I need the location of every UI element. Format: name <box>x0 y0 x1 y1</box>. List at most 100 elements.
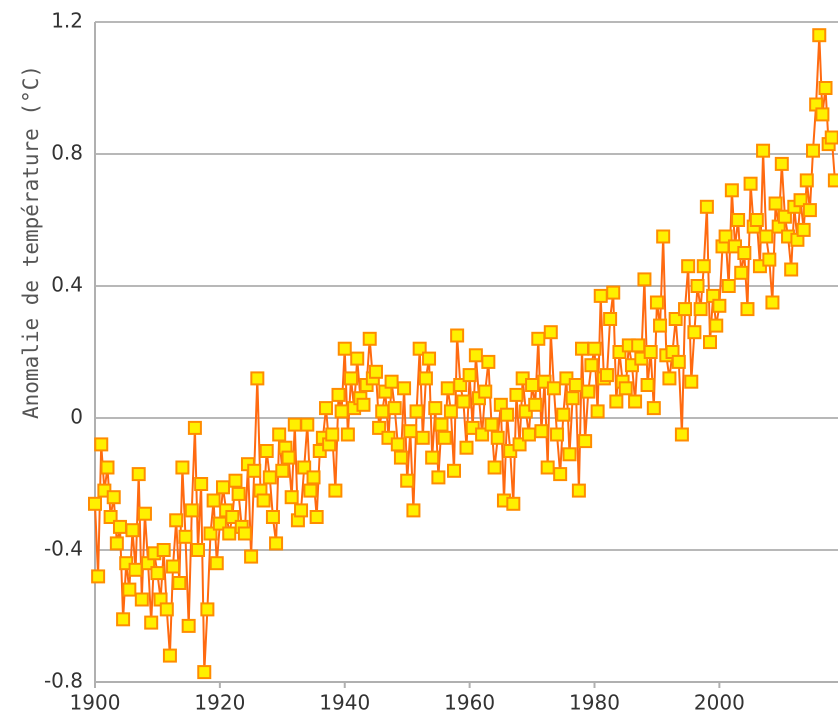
data-point <box>259 444 274 458</box>
data-point <box>88 496 102 511</box>
data-point <box>397 381 412 396</box>
data-point <box>731 213 746 227</box>
data-point <box>272 427 287 442</box>
data-point <box>590 404 605 419</box>
data-point <box>812 28 827 43</box>
data-point <box>269 536 284 551</box>
data-point <box>784 262 799 277</box>
data-point <box>565 391 580 406</box>
data-point <box>743 176 758 191</box>
data-point <box>546 381 561 396</box>
data-point <box>525 378 540 392</box>
data-point <box>540 460 555 475</box>
data-point <box>603 312 618 326</box>
y-label-background <box>18 30 46 455</box>
data-point <box>450 328 465 343</box>
data-point <box>440 381 455 396</box>
data-point <box>599 368 614 383</box>
data-point <box>509 387 524 402</box>
data-point <box>116 612 131 627</box>
data-point <box>309 510 324 524</box>
data-point <box>653 318 668 333</box>
data-point <box>334 404 349 419</box>
data-point <box>709 318 724 333</box>
data-point <box>459 440 474 455</box>
data-point <box>737 246 752 260</box>
data-point <box>806 143 821 158</box>
data-point <box>125 523 140 538</box>
y-axis-label: Anomalie de température (°C) <box>19 65 43 419</box>
data-point <box>815 107 830 122</box>
data-point <box>294 503 309 518</box>
data-point <box>490 430 505 445</box>
data-point <box>137 506 152 521</box>
data-point <box>431 470 446 485</box>
data-point <box>325 427 340 442</box>
data-point <box>687 325 702 340</box>
data-point <box>231 486 246 501</box>
data-point <box>681 259 696 274</box>
data-point <box>215 480 230 495</box>
data-point <box>247 463 262 478</box>
data-point <box>721 279 736 293</box>
data-point <box>181 618 196 633</box>
data-point <box>506 496 521 511</box>
data-point <box>284 490 299 505</box>
data-point <box>91 569 106 584</box>
data-point <box>337 341 352 356</box>
data-point <box>468 348 483 363</box>
data-point <box>434 417 449 432</box>
data-point <box>478 384 493 399</box>
data-point <box>400 473 415 488</box>
x-tick-label: 1960 <box>444 691 495 715</box>
data-point <box>100 460 115 475</box>
data-point <box>521 427 536 442</box>
data-point <box>169 513 184 528</box>
y-tick-label: -0.4 <box>44 537 83 561</box>
x-tick-label: 1940 <box>319 691 370 715</box>
data-point <box>375 404 390 419</box>
data-point <box>756 143 771 158</box>
data-point <box>543 325 558 340</box>
data-point <box>340 427 355 442</box>
data-point <box>703 335 718 350</box>
data-point <box>187 420 202 435</box>
data-point <box>481 354 496 369</box>
data-point <box>690 279 705 293</box>
data-point <box>646 401 661 416</box>
data-point <box>584 358 599 373</box>
data-point <box>762 252 777 267</box>
data-point <box>106 490 121 505</box>
data-point <box>415 430 430 445</box>
data-point <box>287 417 302 432</box>
y-tick-label: 0 <box>70 405 83 429</box>
data-point <box>131 467 146 482</box>
data-point <box>265 510 280 524</box>
data-point <box>500 407 515 422</box>
data-point <box>484 417 499 432</box>
data-point <box>534 424 549 439</box>
data-point <box>244 549 259 564</box>
data-point <box>368 364 383 379</box>
data-point <box>303 483 318 498</box>
data-point <box>237 526 252 541</box>
data-point <box>128 562 143 577</box>
data-point <box>418 371 433 386</box>
data-point <box>222 526 237 541</box>
data-point <box>462 368 477 383</box>
data-point <box>134 592 149 607</box>
data-point <box>562 447 577 462</box>
y-tick-label: 0.4 <box>51 273 83 297</box>
data-point <box>643 345 658 359</box>
data-point <box>425 450 440 465</box>
data-point <box>593 288 608 303</box>
data-point <box>827 173 838 188</box>
data-point <box>824 130 838 145</box>
data-point <box>678 302 693 317</box>
y-tick-label: -0.8 <box>44 669 83 693</box>
data-point <box>262 470 277 485</box>
data-point <box>197 665 212 680</box>
data-point <box>487 460 502 475</box>
